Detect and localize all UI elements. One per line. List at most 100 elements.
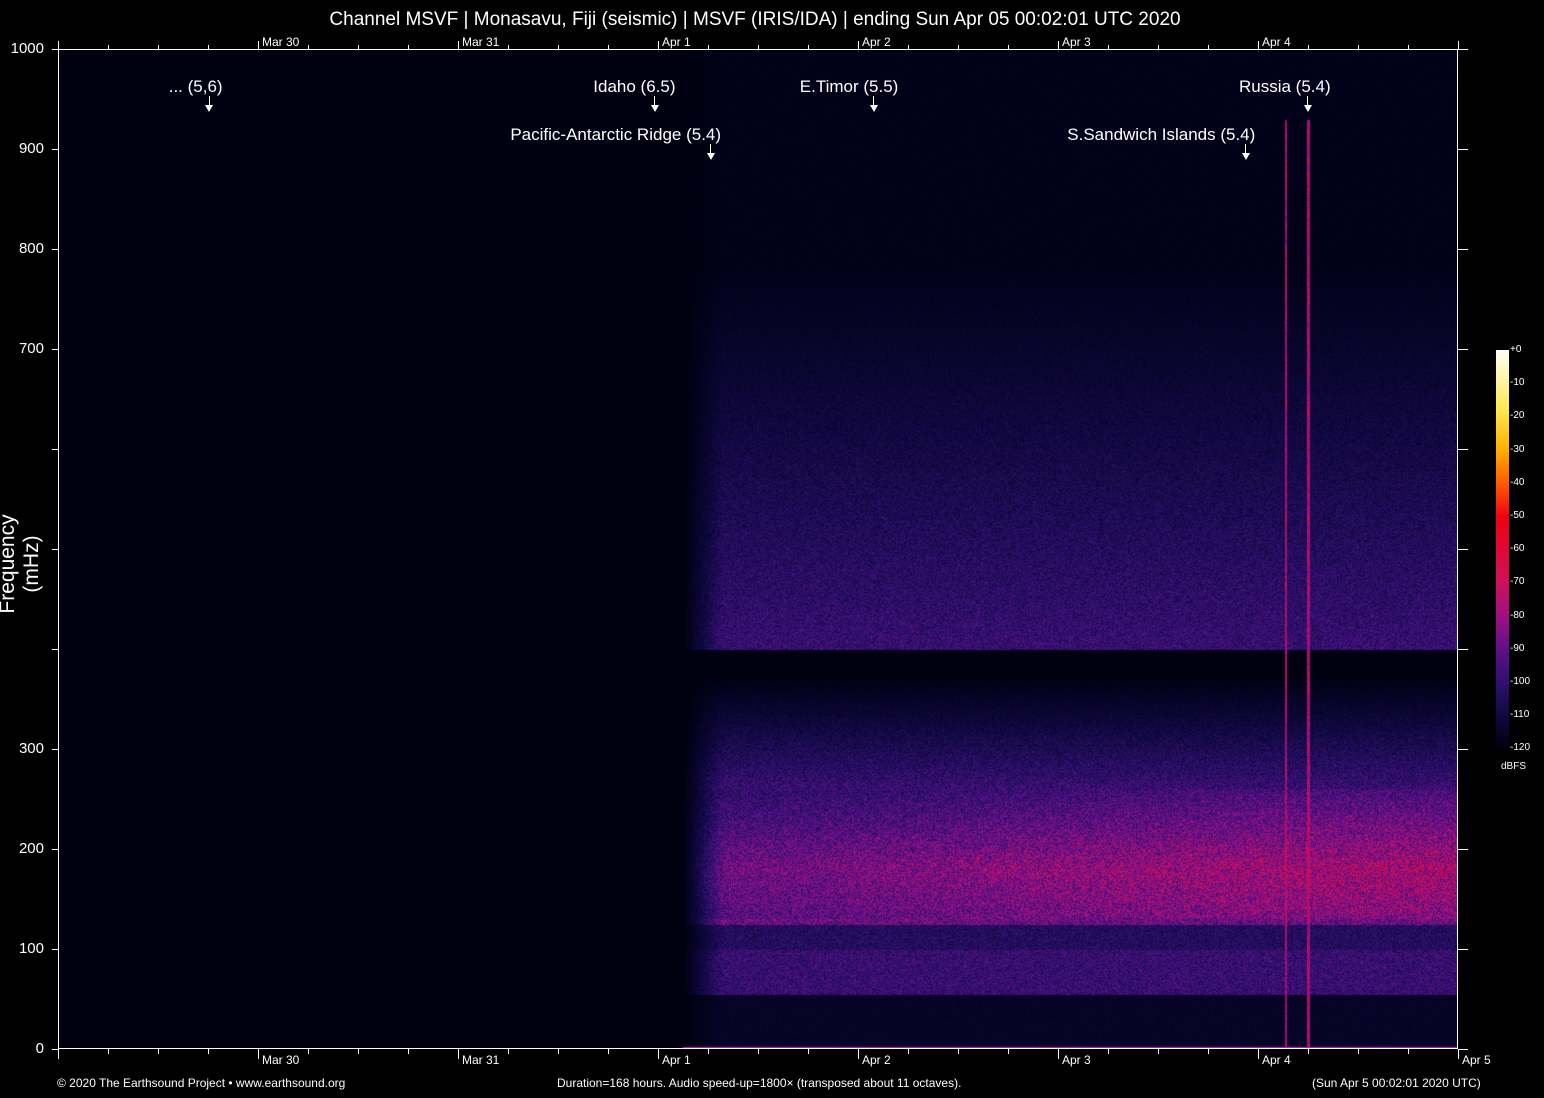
x-tick-top xyxy=(408,45,409,49)
colorbar-tick-label: -90 xyxy=(1510,642,1525,654)
x-tick-top xyxy=(58,41,59,49)
footer-end-time: (Sun Apr 5 00:02:01 2020 UTC) xyxy=(1312,1076,1481,1090)
y-tick xyxy=(52,449,58,450)
y-tick-right xyxy=(1458,49,1468,50)
x-tick-top xyxy=(1208,45,1209,49)
event-arrow-head-icon xyxy=(706,153,715,160)
event-arrow-head-icon xyxy=(650,105,659,112)
x-tick-top xyxy=(958,45,959,49)
colorbar xyxy=(1496,350,1509,748)
x-tick-top xyxy=(558,45,559,49)
x-tick-label-top: Apr 1 xyxy=(662,35,691,49)
y-tick-label: 800 xyxy=(18,240,44,257)
y-tick-right xyxy=(1458,149,1468,150)
event-arrow-stem xyxy=(208,96,210,105)
event-label: S.Sandwich Islands (5.4) xyxy=(1067,125,1256,144)
x-tick xyxy=(508,1049,509,1054)
y-tick-label: 100 xyxy=(18,940,44,957)
colorbar-tick-label: -60 xyxy=(1510,543,1525,555)
x-tick xyxy=(1408,1049,1409,1054)
colorbar-tick-label: -100 xyxy=(1510,676,1531,687)
x-tick xyxy=(908,1049,909,1054)
y-tick-right xyxy=(1458,349,1468,350)
x-tick-label: Mar 30 xyxy=(262,1053,300,1067)
x-tick-top xyxy=(1308,45,1309,49)
y-tick-right xyxy=(1458,849,1468,850)
x-tick xyxy=(1158,1049,1159,1054)
x-tick xyxy=(208,1049,209,1054)
x-tick xyxy=(808,1049,809,1054)
event-arrow-head-icon xyxy=(1241,153,1250,160)
x-tick-label: Apr 2 xyxy=(862,1053,891,1067)
y-tick xyxy=(52,749,58,750)
x-tick-label: Apr 3 xyxy=(1062,1053,1091,1067)
colorbar-tick-label: -30 xyxy=(1510,443,1525,455)
x-tick-top xyxy=(258,41,259,49)
x-tick xyxy=(108,1049,109,1054)
colorbar-label: dBFS xyxy=(1501,761,1527,772)
x-tick-top xyxy=(1108,45,1109,49)
y-tick xyxy=(52,1049,58,1050)
x-tick-top xyxy=(1408,45,1409,49)
x-tick xyxy=(258,1049,259,1059)
event-label: E.Timor (5.5) xyxy=(799,77,899,96)
x-tick xyxy=(1058,1049,1059,1059)
y-tick xyxy=(52,49,58,50)
spectrogram-heatmap xyxy=(58,49,1458,1049)
x-tick-top xyxy=(808,45,809,49)
colorbar-tick-label: -10 xyxy=(1510,377,1525,389)
x-tick xyxy=(1258,1049,1259,1059)
y-tick xyxy=(52,249,58,250)
y-tick xyxy=(52,349,58,350)
chart-title: Channel MSVF | Monasavu, Fiji (seismic) … xyxy=(329,9,1181,30)
x-tick xyxy=(158,1049,159,1054)
x-tick xyxy=(708,1049,709,1054)
x-tick xyxy=(658,1049,659,1059)
x-tick xyxy=(608,1049,609,1054)
x-tick xyxy=(458,1049,459,1059)
x-tick-top xyxy=(1008,45,1009,49)
event-label: Russia (5.4) xyxy=(1238,77,1331,96)
x-tick xyxy=(1458,1049,1459,1059)
event-label: Idaho (6.5) xyxy=(593,77,676,96)
x-tick-top xyxy=(1358,45,1359,49)
x-tick xyxy=(308,1049,309,1054)
y-tick xyxy=(52,949,58,950)
x-tick-label-top: Apr 4 xyxy=(1262,35,1291,49)
colorbar-tick-label: -110 xyxy=(1510,709,1530,721)
x-tick-label: Apr 4 xyxy=(1262,1053,1291,1067)
x-tick-top xyxy=(508,45,509,49)
x-tick-top xyxy=(758,45,759,49)
x-tick-label: Apr 1 xyxy=(662,1053,691,1067)
y-tick-right xyxy=(1458,549,1468,550)
x-tick-top xyxy=(1158,45,1159,49)
colorbar-tick-label: -40 xyxy=(1510,476,1525,488)
y-axis-title: Frequency (mHz) xyxy=(0,514,43,614)
event-arrow-head-icon xyxy=(205,105,214,112)
x-tick xyxy=(408,1049,409,1054)
x-tick-label-top: Mar 31 xyxy=(462,35,500,49)
y-tick-right xyxy=(1458,449,1468,450)
x-tick xyxy=(1358,1049,1359,1054)
plot-frame xyxy=(58,49,1458,1049)
x-tick xyxy=(558,1049,559,1054)
event-label: Pacific-Antarctic Ridge (5.4) xyxy=(510,125,722,144)
x-tick-top xyxy=(308,45,309,49)
x-tick-top xyxy=(708,45,709,49)
x-tick xyxy=(858,1049,859,1059)
event-arrow-stem xyxy=(1245,144,1247,153)
x-tick-top xyxy=(1058,41,1059,49)
y-tick-right xyxy=(1458,249,1468,250)
event-arrow-head-icon xyxy=(1303,105,1312,112)
x-tick-top xyxy=(858,41,859,49)
event-label: ... (5,6) xyxy=(168,77,223,96)
x-tick xyxy=(58,1049,59,1059)
y-tick xyxy=(52,849,58,850)
y-tick-label: 700 xyxy=(18,340,44,357)
x-tick xyxy=(1308,1049,1309,1054)
y-tick-label: 0 xyxy=(35,1040,44,1057)
event-arrow-stem xyxy=(873,96,875,105)
event-arrow-head-icon xyxy=(869,105,878,112)
x-tick xyxy=(1108,1049,1109,1054)
x-tick-top xyxy=(208,45,209,49)
